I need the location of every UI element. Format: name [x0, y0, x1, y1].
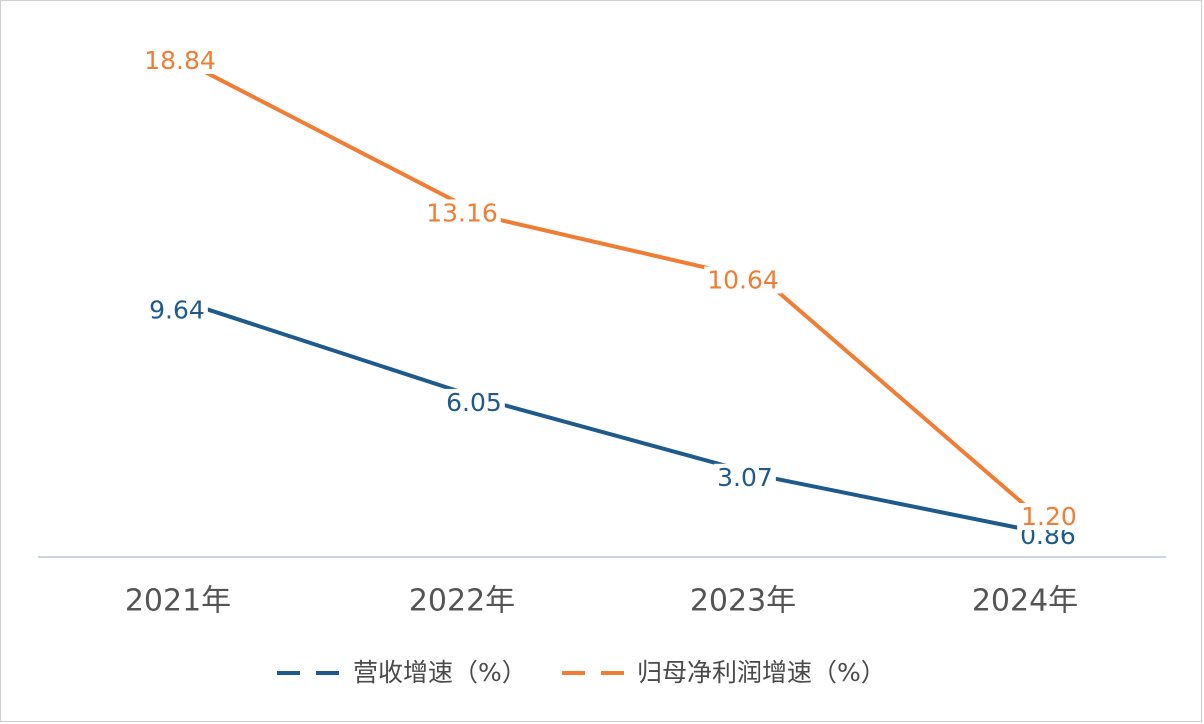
data-label-s0-1: 6.05 [446, 388, 502, 417]
legend-label-1: 归母净利润增速（%） [637, 658, 886, 687]
legend-item-0: 营收增速（%） [277, 658, 527, 687]
x-tick-label-0: 2021年 [125, 584, 231, 619]
data-label-s1-1: 13.16 [426, 198, 498, 227]
data-label-bg-s1-0 [141, 46, 219, 74]
legend-item-1: 归母净利润增速（%） [562, 658, 886, 687]
x-tick-labels: 2021年 2022年 2023年 2024年 [125, 584, 1078, 619]
series-line-1 [199, 67, 1050, 528]
x-tick-label-3: 2024年 [972, 584, 1078, 619]
data-label-s1-0: 18.84 [144, 46, 216, 75]
x-tick-label-1: 2022年 [409, 584, 515, 619]
data-label-bg-s0-1 [443, 388, 505, 416]
legend-label-0: 营收增速（%） [353, 658, 527, 687]
series-line-0 [199, 305, 1050, 536]
data-label-bg-s1-2 [704, 266, 782, 294]
data-label-bg-s0-2 [714, 463, 776, 491]
data-label-bg-s1-3 [1018, 503, 1080, 531]
data-label-bg-s1-1 [423, 199, 501, 227]
series-layer [199, 67, 1050, 536]
x-tick-label-2: 2023年 [690, 584, 796, 619]
data-label-s0-2: 3.07 [717, 463, 773, 492]
data-label-s1-3: 1.20 [1021, 502, 1077, 531]
data-label-bg-s0-0 [146, 296, 208, 324]
legend: 营收增速（%） 归母净利润增速（%） [277, 658, 886, 687]
data-label-s1-2: 10.64 [707, 265, 779, 294]
data-label-s0-0: 9.64 [149, 295, 205, 324]
